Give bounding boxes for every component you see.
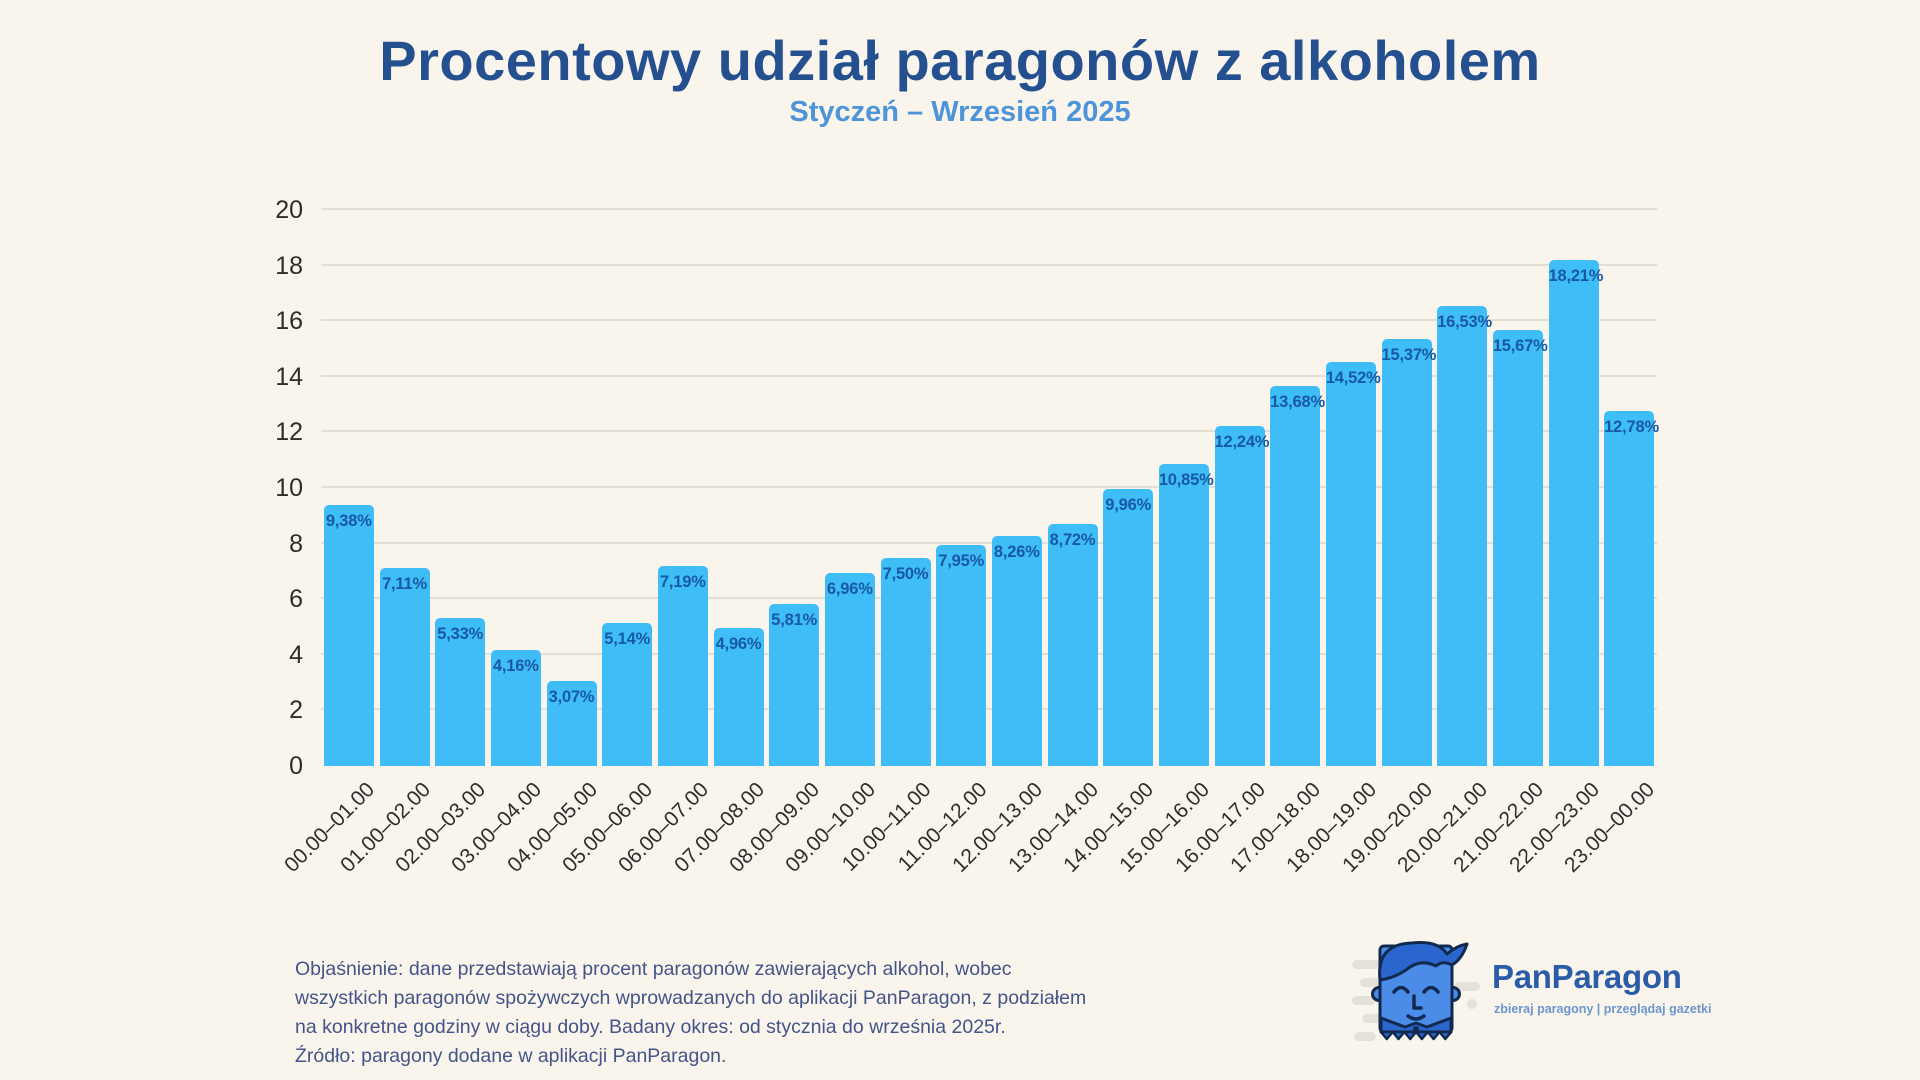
y-axis-tick-label: 14 — [275, 362, 303, 391]
gridline — [321, 486, 1657, 488]
bar: 9,96% — [1103, 489, 1154, 766]
bar-value-label: 14,52% — [1325, 369, 1381, 388]
bar-value-label: 8,26% — [993, 543, 1040, 562]
bar-value-label: 10,85% — [1158, 471, 1214, 490]
bar-value-label: 5,14% — [604, 630, 651, 649]
bar: 12,78% — [1604, 410, 1659, 766]
bar-value-label: 4,96% — [715, 635, 762, 654]
chart-subtitle: Styczeń – Wrzesień 2025 — [789, 96, 1131, 128]
y-axis-tick-label: 12 — [275, 418, 303, 447]
y-axis-tick-label: 4 — [289, 640, 303, 669]
gridline — [321, 319, 1657, 322]
bar-value-label: 9,38% — [325, 512, 372, 531]
bar-value-label: 8,72% — [1049, 530, 1096, 549]
footnote-line: Objaśnienie: dane przedstawiają procent … — [295, 958, 1012, 980]
footnote-line: wszystkich paragonów spożywczych wprowad… — [295, 987, 1087, 1009]
y-axis-tick-label: 8 — [289, 529, 303, 558]
bar: 10,85% — [1158, 464, 1214, 766]
bar: 8,72% — [1047, 523, 1098, 766]
bar: 6,96% — [824, 572, 875, 766]
bar: 15,37% — [1381, 338, 1437, 766]
gridline — [321, 708, 1657, 711]
gridline — [321, 597, 1657, 600]
bar: 7,50% — [880, 557, 931, 766]
bar: 15,67% — [1492, 330, 1548, 766]
gridline — [321, 263, 1657, 266]
gridline — [321, 374, 1657, 377]
y-axis-tick-label: 20 — [275, 196, 303, 224]
panparagon-wordmark: PanParagon — [1492, 958, 1682, 995]
bar-value-label: 16,53% — [1437, 313, 1492, 332]
bar-value-label: 15,67% — [1492, 337, 1548, 356]
gridline — [321, 430, 1657, 433]
footnote-line: Źródło: paragony dodane w aplikacji PanP… — [295, 1045, 727, 1067]
bar-value-label: 18,21% — [1548, 266, 1604, 285]
y-axis-tick-label: 18 — [275, 251, 303, 280]
bar-value-label: 5,81% — [771, 611, 818, 630]
gridline — [321, 652, 1657, 655]
bar-value-label: 7,95% — [938, 552, 985, 570]
bar: 7,19% — [657, 566, 708, 766]
bar-chart: 0 2 4 6 8 10 12 14 16 18 20 9,38% 00.00–01.00 7,11% 01… — [275, 196, 1659, 877]
bar-value-label: 15,37% — [1381, 345, 1437, 364]
y-axis-tick-label: 2 — [289, 696, 303, 725]
y-axis-tick-label: 6 — [289, 585, 303, 614]
footnote: Objaśnienie: dane przedstawiają procent … — [295, 955, 1086, 1071]
bar: 7,95% — [936, 545, 987, 766]
bar-value-label: 12,24% — [1214, 432, 1270, 451]
panparagon-mascot-icon — [1352, 941, 1480, 1041]
bar-value-label: 7,50% — [882, 564, 929, 583]
bar: 4,16% — [490, 650, 541, 766]
bar: 8,26% — [991, 536, 1042, 766]
bar-value-label: 7,19% — [659, 573, 706, 592]
footnote-line: na konkretne godziny w ciągu doby. Badan… — [295, 1016, 1006, 1038]
bar: 18,21% — [1548, 259, 1604, 766]
y-axis-tick-label: 10 — [275, 474, 303, 502]
bar: 16,53% — [1437, 306, 1492, 766]
y-axis-tick-label: 16 — [275, 307, 303, 336]
bar-value-label: 7,11% — [382, 575, 427, 594]
bar: 12,24% — [1214, 425, 1270, 766]
bar-value-label: 3,07% — [548, 687, 595, 706]
y-axis-tick-label: 0 — [289, 752, 303, 780]
bar-value-label: 12,78% — [1604, 417, 1659, 436]
bar-value-label: 6,96% — [826, 579, 873, 598]
panparagon-logo: PanParagon zbieraj paragony | przeglądaj… — [1350, 932, 1712, 1067]
bar-value-label: 4,16% — [492, 657, 539, 676]
bar: 13,68% — [1270, 385, 1325, 766]
bar: 7,11% — [379, 568, 430, 766]
gridline — [321, 208, 1657, 210]
chart-title: Procentowy udział paragonów z alkoholem — [379, 29, 1541, 92]
gridline — [321, 541, 1657, 544]
bar: 5,81% — [769, 604, 820, 766]
bar-value-label: 9,96% — [1105, 496, 1152, 515]
bar: 14,52% — [1325, 362, 1381, 766]
panparagon-tagline: zbieraj paragony | przeglądaj gazetki — [1494, 1002, 1712, 1016]
bar-value-label: 13,68% — [1270, 392, 1325, 411]
bar: 5,33% — [435, 617, 486, 766]
bar: 9,38% — [323, 505, 374, 766]
bar: 3,07% — [546, 680, 597, 766]
bar: 4,96% — [713, 628, 764, 766]
bar: 5,14% — [602, 623, 653, 766]
bar-value-label: 5,33% — [437, 624, 484, 643]
